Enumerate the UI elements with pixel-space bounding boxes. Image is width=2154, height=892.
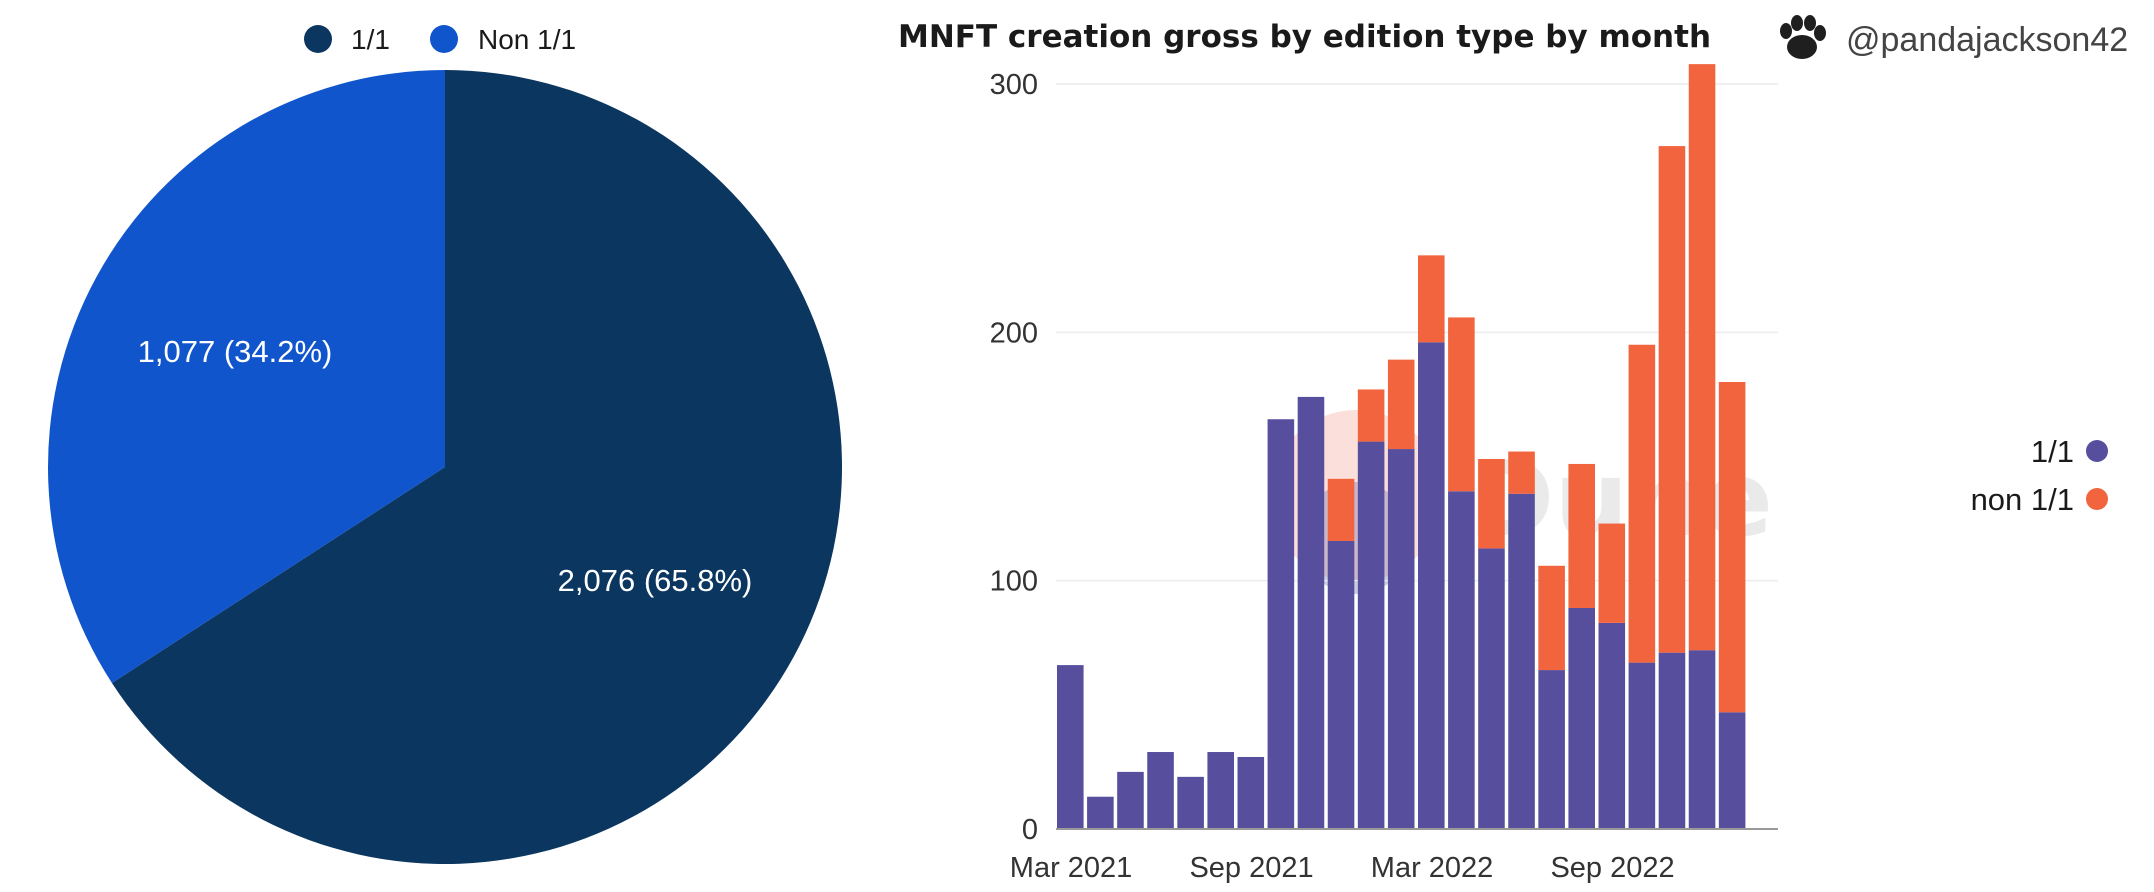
bar-legend-marker-1-1: [2086, 440, 2108, 462]
y-tick-label: 300: [990, 69, 1038, 101]
author-handle: @pandajackson42: [1780, 15, 2128, 59]
bar-1-1-2021-12: [1327, 540, 1355, 829]
bar-1-1-2022-03: [1418, 342, 1445, 829]
bar-1-1-2022-04: [1448, 491, 1475, 829]
bar-legend-label-non-1-1: non 1/1: [1971, 482, 2074, 517]
bar-non-1-1-2022-12: [1688, 64, 1716, 651]
x-tick-label: Sep 2022: [1550, 852, 1674, 884]
pie-legend-marker-non-1-1: [430, 25, 458, 53]
bar-1-1-2021-03: [1057, 665, 1084, 829]
x-tick-label: Sep 2021: [1189, 852, 1313, 884]
bar-non-1-1-2022-01: [1357, 389, 1385, 442]
pie-legend-label-non-1-1: Non 1/1: [478, 24, 576, 55]
x-tick-label: Mar 2021: [1010, 852, 1133, 884]
bar-non-1-1-2022-02: [1387, 359, 1415, 450]
bar-non-1-1-2022-05: [1478, 458, 1505, 549]
paw-avatar-icon: [1780, 15, 1826, 59]
bar-1-1-2022-12: [1688, 650, 1716, 829]
gridlines: [1056, 83, 1778, 582]
bar-1-1-2021-05: [1117, 771, 1144, 829]
pie-slice-label-non-1-1: 1,077 (34.2%): [138, 334, 333, 369]
author-handle-text: @pandajackson42: [1846, 21, 2128, 59]
y-tick-label: 0: [1022, 814, 1038, 846]
bar-1-1-2021-10: [1267, 419, 1295, 829]
pie-chart-panel: 1/1 Non 1/1 2,076 (65.8%) 1,077 (34.2%): [0, 0, 880, 892]
bar-non-1-1-2022-07: [1538, 565, 1565, 671]
x-axis-ticks: Mar 2021 Sep 2021 Mar 2022 Sep 2022: [1010, 852, 1675, 884]
bar-1-1-2022-07: [1538, 670, 1565, 829]
pie-legend: 1/1 Non 1/1: [304, 24, 576, 55]
bar-1-1-2021-09: [1237, 756, 1265, 829]
bar-1-1-2023-01: [1718, 712, 1746, 829]
bar-1-1-2022-02: [1387, 449, 1415, 829]
bar-1-1-2022-01: [1357, 441, 1385, 829]
bar-non-1-1-2022-03: [1418, 255, 1445, 343]
bar-non-1-1-2022-08: [1568, 463, 1595, 608]
y-axis-ticks: 0 100 200 300: [990, 69, 1038, 846]
bar-legend-label-1-1: 1/1: [2031, 434, 2074, 469]
pie-slice-label-1-1: 2,076 (65.8%): [558, 563, 753, 598]
pie-slice-non-1-1: [48, 70, 445, 684]
bar-legend-marker-non-1-1: [2086, 488, 2108, 510]
bar-non-1-1-2022-06: [1508, 451, 1535, 494]
bars: [1057, 64, 1746, 829]
bar-1-1-2021-06: [1147, 752, 1174, 829]
pie-slice-1-1: [111, 70, 843, 865]
bar-non-1-1-2022-09: [1598, 523, 1626, 623]
y-tick-label: 200: [990, 317, 1038, 349]
bar-1-1-2022-11: [1658, 652, 1686, 829]
bar-chart-panel: MNFT creation gross by edition type by m…: [880, 0, 2154, 892]
pie-slices: [48, 70, 843, 865]
bar-1-1-2022-06: [1508, 493, 1535, 829]
y-tick-label: 100: [990, 566, 1038, 598]
bar-non-1-1-2022-10: [1628, 344, 1656, 663]
bar-non-1-1-2021-12: [1327, 478, 1355, 541]
bar-1-1-2022-05: [1478, 548, 1505, 829]
bar-1-1-2022-08: [1568, 607, 1595, 829]
pie-legend-label-1-1: 1/1: [351, 24, 390, 55]
bar-1-1-2022-09: [1598, 622, 1626, 829]
chart-title: MNFT creation gross by edition type by m…: [898, 19, 1711, 55]
stacked-bar-chart: MNFT creation gross by edition type by m…: [898, 15, 2128, 884]
bar-1-1-2021-08: [1207, 752, 1234, 829]
bar-legend: 1/1 non 1/1: [1971, 434, 2108, 517]
bar-non-1-1-2022-11: [1658, 146, 1686, 653]
x-tick-label: Mar 2022: [1371, 852, 1494, 884]
pie-chart: 1/1 Non 1/1 2,076 (65.8%) 1,077 (34.2%): [48, 24, 843, 865]
bar-non-1-1-2022-04: [1448, 317, 1475, 492]
pie-legend-marker-1-1: [304, 25, 332, 53]
pie-slice-labels: 2,076 (65.8%) 1,077 (34.2%): [138, 334, 753, 598]
bar-1-1-2021-04: [1087, 796, 1114, 829]
bar-1-1-2021-11: [1297, 396, 1325, 829]
bar-1-1-2022-10: [1628, 662, 1656, 829]
bar-1-1-2021-07: [1177, 776, 1204, 829]
bar-non-1-1-2023-01: [1718, 382, 1746, 713]
